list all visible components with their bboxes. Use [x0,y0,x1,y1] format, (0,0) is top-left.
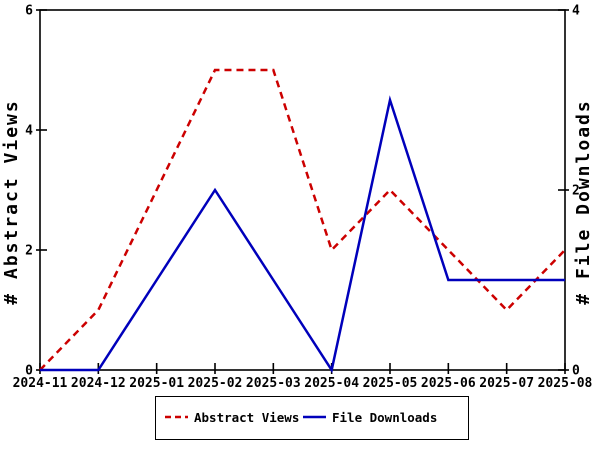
y-right-axis-title: # File Downloads [573,99,594,304]
y-right-tick-label: 0 [572,364,580,379]
x-tick-label: 2024-12 [71,376,126,391]
y-left-tick-label: 2 [25,244,33,259]
x-tick-label: 2025-02 [188,376,243,391]
x-tick-label: 2025-05 [363,376,418,391]
y-left-axis-title: # Abstract Views [1,99,22,304]
x-tick-label: 2024-11 [13,376,68,391]
x-tick-label: 2025-08 [538,376,593,391]
x-tick-label: 2025-07 [479,376,534,391]
legend-label-abstract-views: Abstract Views [194,410,299,425]
x-tick-label: 2025-03 [246,376,301,391]
legend: Abstract Views File Downloads [155,396,469,440]
x-tick-label: 2025-01 [129,376,184,391]
legend-label-file-downloads: File Downloads [332,410,437,425]
x-tick-label: 2025-06 [421,376,476,391]
y-left-tick-label: 0 [25,364,33,379]
x-tick-label: 2025-04 [304,376,359,391]
legend-box [155,396,469,440]
y-right-tick-label: 4 [572,4,580,19]
y-left-tick-label: 4 [25,124,33,139]
y-left-tick-label: 6 [25,4,33,19]
plot-frame [39,9,566,371]
series-line-file-downloads [40,95,565,374]
y-right-tick-label: 2 [572,184,580,199]
